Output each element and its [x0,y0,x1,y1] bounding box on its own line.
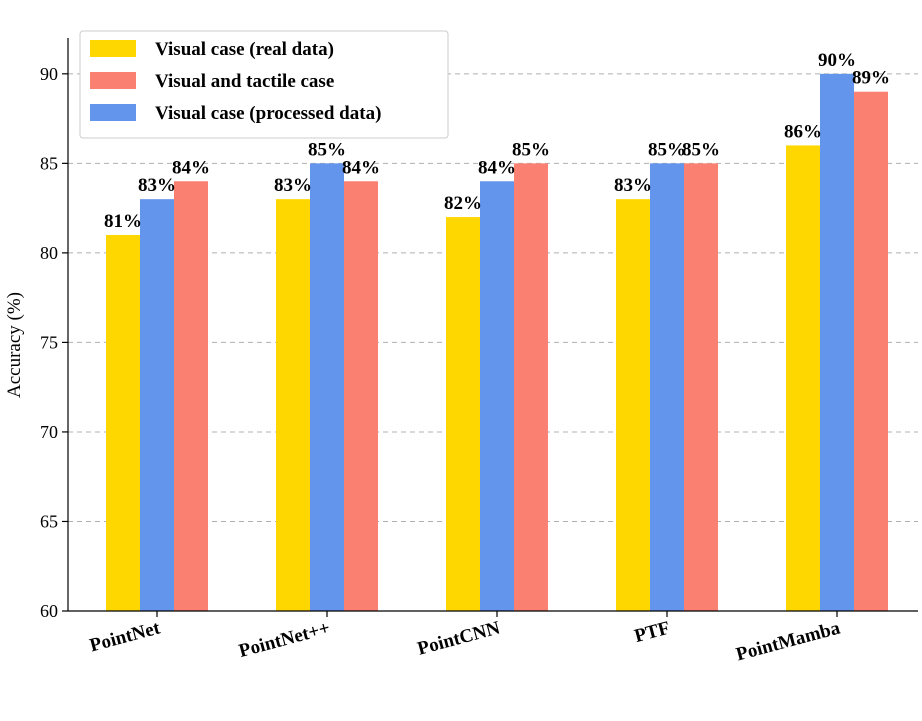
axes [67,38,918,612]
bar [140,199,174,611]
bar-value-label: 84% [478,157,516,178]
bar [174,181,208,611]
bar [276,199,310,611]
x-ticks: PointNet PointNet++ PointCNN PTF PointMamba [88,611,843,665]
y-tick-label: 90 [40,64,58,84]
bar [480,181,514,611]
bar [786,145,820,611]
bar [650,163,684,611]
bar-value-label: 85% [648,139,686,160]
bar-value-label: 83% [614,175,652,196]
bar-value-label: 83% [274,175,312,196]
x-tick-label: PointCNN [415,617,502,659]
legend-swatch [90,40,136,57]
bar-value-label: 85% [308,139,346,160]
legend-label: Visual case (processed data) [155,103,381,124]
y-tick-label: 60 [40,601,58,621]
bar-value-label: 85% [512,139,550,160]
bar [616,199,650,611]
y-tick-label: 85 [40,153,58,173]
bar [514,163,548,611]
bar-value-label: 90% [818,50,856,71]
bars [106,73,888,611]
bar-value-label: 83% [138,175,176,196]
y-tick-label: 65 [40,511,58,531]
legend-label: Visual case (real data) [155,39,334,60]
y-ticks: 60 65 70 75 80 85 90 [40,64,68,621]
bar [854,91,888,611]
bar-value-label: 82% [444,193,482,214]
data-labels: 81%83%84%83%85%84%82%84%85%83%85%85%86%9… [104,50,890,232]
y-tick-label: 80 [40,243,58,263]
legend-swatch [90,104,136,121]
legend: Visual case (real data) Visual and tactil… [79,30,449,139]
y-axis-title: Accuracy (%) [4,292,25,398]
bar-value-label: 85% [682,139,720,160]
legend-box [79,30,449,139]
bar-value-label: 86% [784,121,822,142]
bar [446,217,480,611]
bar-value-label: 84% [172,157,210,178]
x-tick-label: PointNet++ [237,618,333,662]
bar [106,234,140,611]
bar [310,163,344,611]
legend-swatch [90,72,136,89]
x-tick-label: PTF [632,618,672,648]
bar [344,181,378,611]
bar [684,163,718,611]
legend-label: Visual and tactile case [155,71,334,92]
x-tick-label: PointNet [88,617,163,656]
x-tick-label: PointMamba [734,617,843,665]
y-tick-label: 70 [40,422,58,442]
y-tick-label: 75 [40,332,58,352]
bar-value-label: 84% [342,157,380,178]
bar-value-label: 81% [104,211,142,232]
bar [820,73,854,611]
bar-value-label: 89% [852,68,890,89]
